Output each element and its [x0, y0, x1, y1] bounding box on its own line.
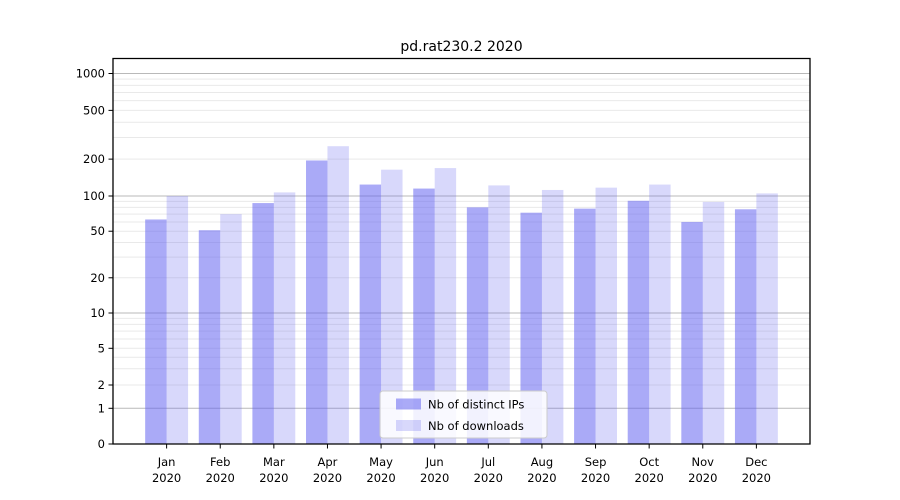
- y-tick-label: 10: [90, 306, 105, 320]
- x-tick-label-year: 2020: [474, 471, 503, 485]
- bar-downloads-mar: [273, 192, 296, 444]
- bar-ips-mar: [252, 203, 274, 444]
- x-tick-label-year: 2020: [366, 471, 395, 485]
- x-tick-label-month: Apr: [318, 455, 338, 469]
- bar-downloads-sep: [595, 187, 617, 445]
- y-tick-label: 5: [98, 341, 105, 355]
- bar-ips-may: [359, 184, 382, 444]
- bar-ips-nov: [681, 221, 703, 444]
- y-tick-label: 2: [98, 378, 105, 392]
- bar-ips-sep: [574, 208, 596, 444]
- axes: Jan2020Feb2020Mar2020Apr2020May2020Jun20…: [76, 57, 811, 485]
- x-tick-label-month: Feb: [210, 455, 230, 469]
- chart-title: pd.rat230.2 2020: [400, 39, 522, 55]
- bar-downloads-nov: [702, 201, 725, 444]
- x-tick-label-year: 2020: [742, 471, 771, 485]
- x-tick-label-year: 2020: [581, 471, 610, 485]
- x-tick-label-month: Mar: [263, 455, 285, 469]
- legend-swatch-ips: [396, 398, 421, 410]
- x-tick-label-year: 2020: [206, 471, 235, 485]
- bar-ips-aug: [520, 212, 542, 444]
- legend-label: Nb of downloads: [428, 419, 524, 433]
- legend-box: [379, 390, 548, 439]
- y-tick-label: 1000: [76, 67, 105, 81]
- bar-ips-jun: [413, 188, 435, 444]
- bar-downloads-jul: [488, 185, 510, 445]
- x-tick-label-month: Sep: [585, 455, 607, 469]
- x-tick-label-month: May: [369, 455, 393, 469]
- legend-label: Nb of distinct IPs: [428, 398, 524, 412]
- bar-ips-feb: [198, 230, 221, 444]
- plot-border: [112, 57, 811, 445]
- y-tick-label: 200: [83, 152, 105, 166]
- bar-downloads-aug: [541, 189, 564, 444]
- y-tick-label: 500: [83, 103, 105, 117]
- y-tick-label: 0: [98, 437, 105, 451]
- y-tick-label: 20: [90, 271, 105, 285]
- x-tick-label-month: Jun: [425, 455, 444, 469]
- bar-ips-jan: [145, 219, 167, 444]
- x-tick-label-year: 2020: [688, 471, 717, 485]
- bar-ips-apr: [306, 160, 328, 444]
- x-tick-label-month: Nov: [692, 455, 715, 469]
- x-tick-label-year: 2020: [152, 471, 181, 485]
- x-tick-label-year: 2020: [420, 471, 449, 485]
- bar-downloads-jan: [166, 196, 189, 444]
- bar-downloads-oct: [649, 184, 671, 444]
- x-tick-label-year: 2020: [635, 471, 664, 485]
- bar-ips-dec: [734, 209, 757, 444]
- bar-downloads-apr: [327, 146, 349, 444]
- x-tick-label-year: 2020: [313, 471, 342, 485]
- x-tick-label-month: Oct: [639, 455, 659, 469]
- x-tick-label-month: Jul: [480, 455, 495, 469]
- x-tick-label-month: Dec: [745, 455, 767, 469]
- y-tick-label: 1: [98, 401, 105, 415]
- bar-downloads-jun: [434, 168, 457, 445]
- bar-ips-oct: [627, 200, 650, 444]
- y-tick-label: 100: [83, 189, 105, 203]
- legend-swatch-downloads: [396, 420, 421, 431]
- legend: Nb of distinct IPs Nb of downloads: [379, 390, 548, 439]
- x-tick-label-month: Aug: [531, 455, 553, 469]
- bar-downloads-feb: [220, 214, 242, 444]
- x-tick-label-month: Jan: [157, 455, 176, 469]
- x-tick-label-year: 2020: [527, 471, 556, 485]
- bars: [145, 146, 778, 445]
- bar-downloads-dec: [756, 193, 778, 444]
- bar-downloads-may: [381, 169, 403, 444]
- y-tick-label: 50: [90, 224, 105, 238]
- bar-ips-jul: [466, 207, 489, 444]
- x-tick-label-year: 2020: [259, 471, 288, 485]
